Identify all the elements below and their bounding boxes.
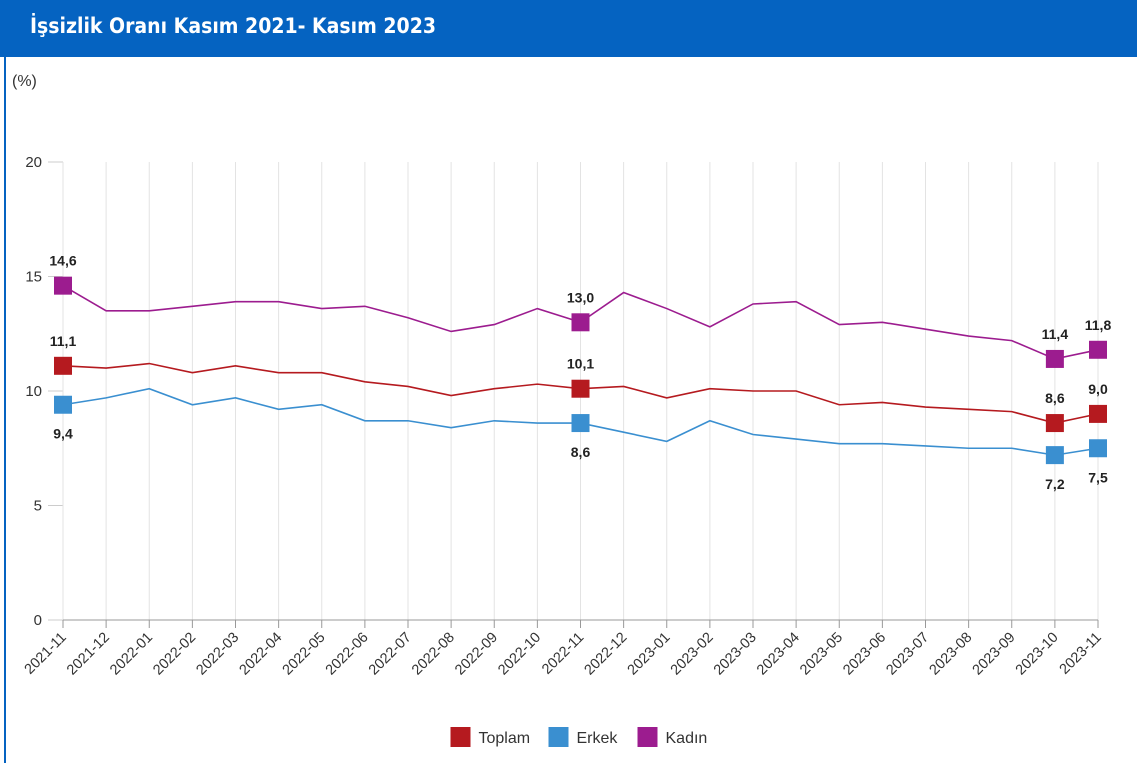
y-tick-label: 0 <box>34 612 42 629</box>
chart-title: İşsizlik Oranı Kasım 2021- Kasım 2023 <box>30 14 436 38</box>
x-tick-label: 2023-05 <box>797 630 846 679</box>
x-tick-label: 2023-02 <box>668 630 717 679</box>
y-tick-label: 15 <box>25 269 42 286</box>
x-tick-label: 2022-01 <box>107 630 156 679</box>
x-tick-label: 2022-08 <box>409 630 458 679</box>
header: İşsizlik Oranı Kasım 2021- Kasım 2023 <box>0 0 1137 57</box>
legend-label: Toplam <box>479 730 531 747</box>
legend-label: Erkek <box>577 730 619 747</box>
data-label: 9,0 <box>1088 381 1108 397</box>
x-tick-label: 2022-04 <box>237 630 286 679</box>
x-tick-label: 2023-01 <box>625 630 674 679</box>
y-tick-label: 20 <box>25 154 42 171</box>
legend-label: Kadın <box>666 730 708 747</box>
x-tick-label: 2021-11 <box>22 630 70 678</box>
x-tick-label: 2023-04 <box>754 630 803 679</box>
marker <box>1089 404 1107 423</box>
marker <box>54 395 72 414</box>
marker <box>1089 340 1107 359</box>
x-tick-label: 2022-06 <box>323 630 372 679</box>
marker <box>1045 349 1064 368</box>
data-label: 14,6 <box>49 253 76 269</box>
data-label: 13,0 <box>567 289 594 305</box>
data-label: 11,1 <box>50 333 77 349</box>
x-tick-label: 2022-10 <box>495 630 544 679</box>
x-tick-label: 2023-11 <box>1057 630 1105 678</box>
marker <box>1089 439 1107 458</box>
legend-swatch <box>637 727 658 747</box>
legend-swatch <box>450 727 471 747</box>
x-tick-label: 2023-03 <box>711 630 760 679</box>
data-label: 11,8 <box>1085 317 1112 333</box>
x-tick-label: 2023-08 <box>927 630 976 679</box>
y-tick-label: 5 <box>34 498 42 515</box>
marker <box>571 379 590 398</box>
data-label: 10,1 <box>567 356 594 372</box>
x-tick-label: 2022-11 <box>539 630 587 678</box>
marker <box>571 313 590 332</box>
data-label: 11,4 <box>1042 326 1069 342</box>
x-tick-label: 2023-10 <box>1013 630 1062 679</box>
x-tick-label: 2022-07 <box>366 630 415 679</box>
x-tick-label: 2023-06 <box>840 630 889 679</box>
marker <box>54 276 72 295</box>
x-tick-label: 2023-09 <box>970 630 1019 679</box>
data-label: 7,5 <box>1088 469 1108 485</box>
marker <box>571 414 590 433</box>
marker <box>1045 446 1064 465</box>
x-tick-label: 2022-02 <box>150 630 199 679</box>
y-axis-label: (%) <box>12 73 37 90</box>
data-label: 8,6 <box>571 444 591 460</box>
marker <box>54 356 72 375</box>
data-label: 7,2 <box>1045 476 1065 492</box>
legend-swatch <box>548 727 569 747</box>
x-tick-label: 2022-03 <box>193 630 242 679</box>
x-tick-label: 2022-09 <box>452 630 501 679</box>
x-tick-label: 2022-12 <box>582 630 631 679</box>
data-label: 9,4 <box>53 426 73 442</box>
marker <box>1045 414 1064 433</box>
y-tick-label: 10 <box>25 383 42 400</box>
data-label: 8,6 <box>1045 390 1065 406</box>
x-tick-label: 2023-07 <box>883 630 932 679</box>
x-tick-label: 2022-05 <box>280 630 329 679</box>
x-tick-label: 2021-12 <box>64 630 113 679</box>
